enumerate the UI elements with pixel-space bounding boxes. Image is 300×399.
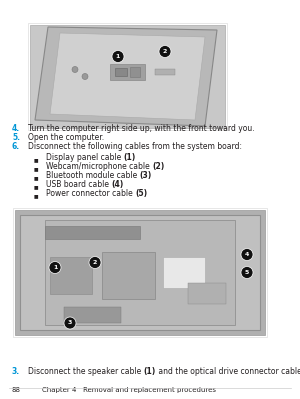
Bar — [110, 63, 145, 79]
Text: Webcam/microphone cable: Webcam/microphone cable — [46, 162, 152, 171]
Text: ■: ■ — [34, 184, 39, 189]
Circle shape — [72, 67, 78, 73]
Text: 1: 1 — [116, 54, 120, 59]
Bar — [28, 23, 227, 130]
Text: Chapter 4   Removal and replacement procedures: Chapter 4 Removal and replacement proced… — [42, 387, 216, 393]
Text: (1): (1) — [124, 153, 136, 162]
Text: (3): (3) — [140, 171, 152, 180]
Polygon shape — [50, 33, 205, 120]
Text: 5.: 5. — [12, 133, 20, 142]
Text: 4.: 4. — [12, 124, 20, 133]
Bar — [102, 251, 155, 299]
Text: 3.: 3. — [12, 367, 20, 376]
Text: (5): (5) — [135, 189, 147, 198]
Circle shape — [64, 317, 76, 329]
Bar — [130, 67, 140, 77]
Text: Disconnect the speaker cable: Disconnect the speaker cable — [28, 367, 144, 376]
Circle shape — [82, 73, 88, 79]
Polygon shape — [20, 215, 260, 330]
Text: 5: 5 — [245, 270, 249, 275]
Text: 88: 88 — [12, 387, 21, 393]
Circle shape — [112, 51, 124, 63]
Text: Power connector cable: Power connector cable — [46, 189, 135, 198]
Polygon shape — [35, 27, 217, 126]
Text: Disconnect the following cables from the system board:: Disconnect the following cables from the… — [28, 142, 242, 151]
Bar — [13, 208, 267, 337]
Text: Display panel cable: Display panel cable — [46, 153, 124, 162]
Text: USB board cable: USB board cable — [46, 180, 111, 189]
Bar — [64, 307, 121, 323]
Text: 3: 3 — [68, 320, 72, 326]
Text: 1: 1 — [53, 265, 57, 270]
Bar — [115, 67, 127, 75]
Bar — [45, 220, 235, 325]
Circle shape — [159, 45, 171, 57]
Bar — [45, 226, 140, 239]
Text: and the optical drive connector cable: and the optical drive connector cable — [156, 367, 300, 376]
Text: Bluetooth module cable: Bluetooth module cable — [46, 171, 140, 180]
Text: 2: 2 — [163, 49, 167, 54]
Bar — [188, 283, 226, 304]
Text: ■: ■ — [34, 193, 39, 198]
Circle shape — [241, 267, 253, 279]
Text: ■: ■ — [34, 175, 39, 180]
Text: 6.: 6. — [12, 142, 20, 151]
Bar — [30, 25, 225, 128]
Text: (1): (1) — [144, 367, 156, 376]
Text: (2): (2) — [152, 162, 164, 171]
Bar — [155, 69, 175, 75]
Text: Turn the computer right side up, with the front toward you.: Turn the computer right side up, with th… — [28, 124, 255, 133]
Text: Open the computer.: Open the computer. — [28, 133, 104, 142]
Bar — [15, 210, 265, 335]
Text: (4): (4) — [111, 180, 124, 189]
Text: 2: 2 — [93, 260, 97, 265]
Circle shape — [241, 249, 253, 261]
Text: 4: 4 — [245, 252, 249, 257]
Bar — [163, 257, 205, 288]
Circle shape — [89, 257, 101, 269]
Text: ■: ■ — [34, 166, 39, 171]
Circle shape — [49, 261, 61, 273]
Text: ■: ■ — [34, 157, 39, 162]
Bar — [50, 257, 92, 294]
